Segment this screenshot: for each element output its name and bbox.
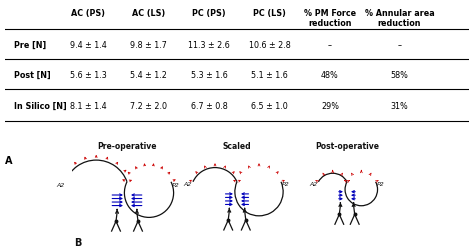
Text: A2: A2 bbox=[309, 182, 317, 186]
Text: 9.8 ± 1.7: 9.8 ± 1.7 bbox=[130, 41, 167, 50]
Text: P2: P2 bbox=[377, 182, 384, 186]
Text: PC (LS): PC (LS) bbox=[253, 9, 286, 18]
Text: Pre-operative: Pre-operative bbox=[97, 142, 157, 151]
Text: A2: A2 bbox=[56, 182, 64, 188]
Text: Pre [N]: Pre [N] bbox=[14, 41, 46, 50]
Text: 5.4 ± 1.2: 5.4 ± 1.2 bbox=[130, 71, 167, 80]
Text: 48%: 48% bbox=[321, 71, 339, 80]
Text: 10.6 ± 2.8: 10.6 ± 2.8 bbox=[249, 41, 291, 50]
Text: 31%: 31% bbox=[391, 102, 409, 111]
Text: P2: P2 bbox=[282, 182, 290, 187]
Text: A2: A2 bbox=[183, 182, 192, 187]
Text: Scaled: Scaled bbox=[223, 142, 251, 151]
Text: 29%: 29% bbox=[321, 102, 339, 111]
Text: 6.5 ± 1.0: 6.5 ± 1.0 bbox=[251, 102, 288, 111]
Text: 5.6 ± 1.3: 5.6 ± 1.3 bbox=[70, 71, 107, 80]
Text: –: – bbox=[328, 41, 332, 50]
Text: 58%: 58% bbox=[391, 71, 409, 80]
Text: 5.1 ± 1.6: 5.1 ± 1.6 bbox=[251, 71, 288, 80]
Text: % Annular area
reduction: % Annular area reduction bbox=[365, 9, 435, 29]
Text: Post-operative: Post-operative bbox=[315, 142, 379, 151]
Text: 7.2 ± 2.0: 7.2 ± 2.0 bbox=[130, 102, 167, 111]
Text: AC (PS): AC (PS) bbox=[72, 9, 105, 18]
Text: P2: P2 bbox=[172, 182, 180, 188]
Text: A: A bbox=[5, 156, 12, 166]
Text: PC (PS): PC (PS) bbox=[192, 9, 226, 18]
Text: –: – bbox=[398, 41, 401, 50]
Text: 6.7 ± 0.8: 6.7 ± 0.8 bbox=[191, 102, 228, 111]
Text: 9.4 ± 1.4: 9.4 ± 1.4 bbox=[70, 41, 107, 50]
Text: AC (LS): AC (LS) bbox=[132, 9, 165, 18]
Text: 5.3 ± 1.6: 5.3 ± 1.6 bbox=[191, 71, 228, 80]
Text: % PM Force
reduction: % PM Force reduction bbox=[304, 9, 356, 29]
Text: Post [N]: Post [N] bbox=[14, 71, 51, 80]
Text: In Silico [N]: In Silico [N] bbox=[14, 102, 67, 111]
Text: B: B bbox=[73, 238, 81, 248]
Text: 8.1 ± 1.4: 8.1 ± 1.4 bbox=[70, 102, 107, 111]
Text: 11.3 ± 2.6: 11.3 ± 2.6 bbox=[188, 41, 230, 50]
